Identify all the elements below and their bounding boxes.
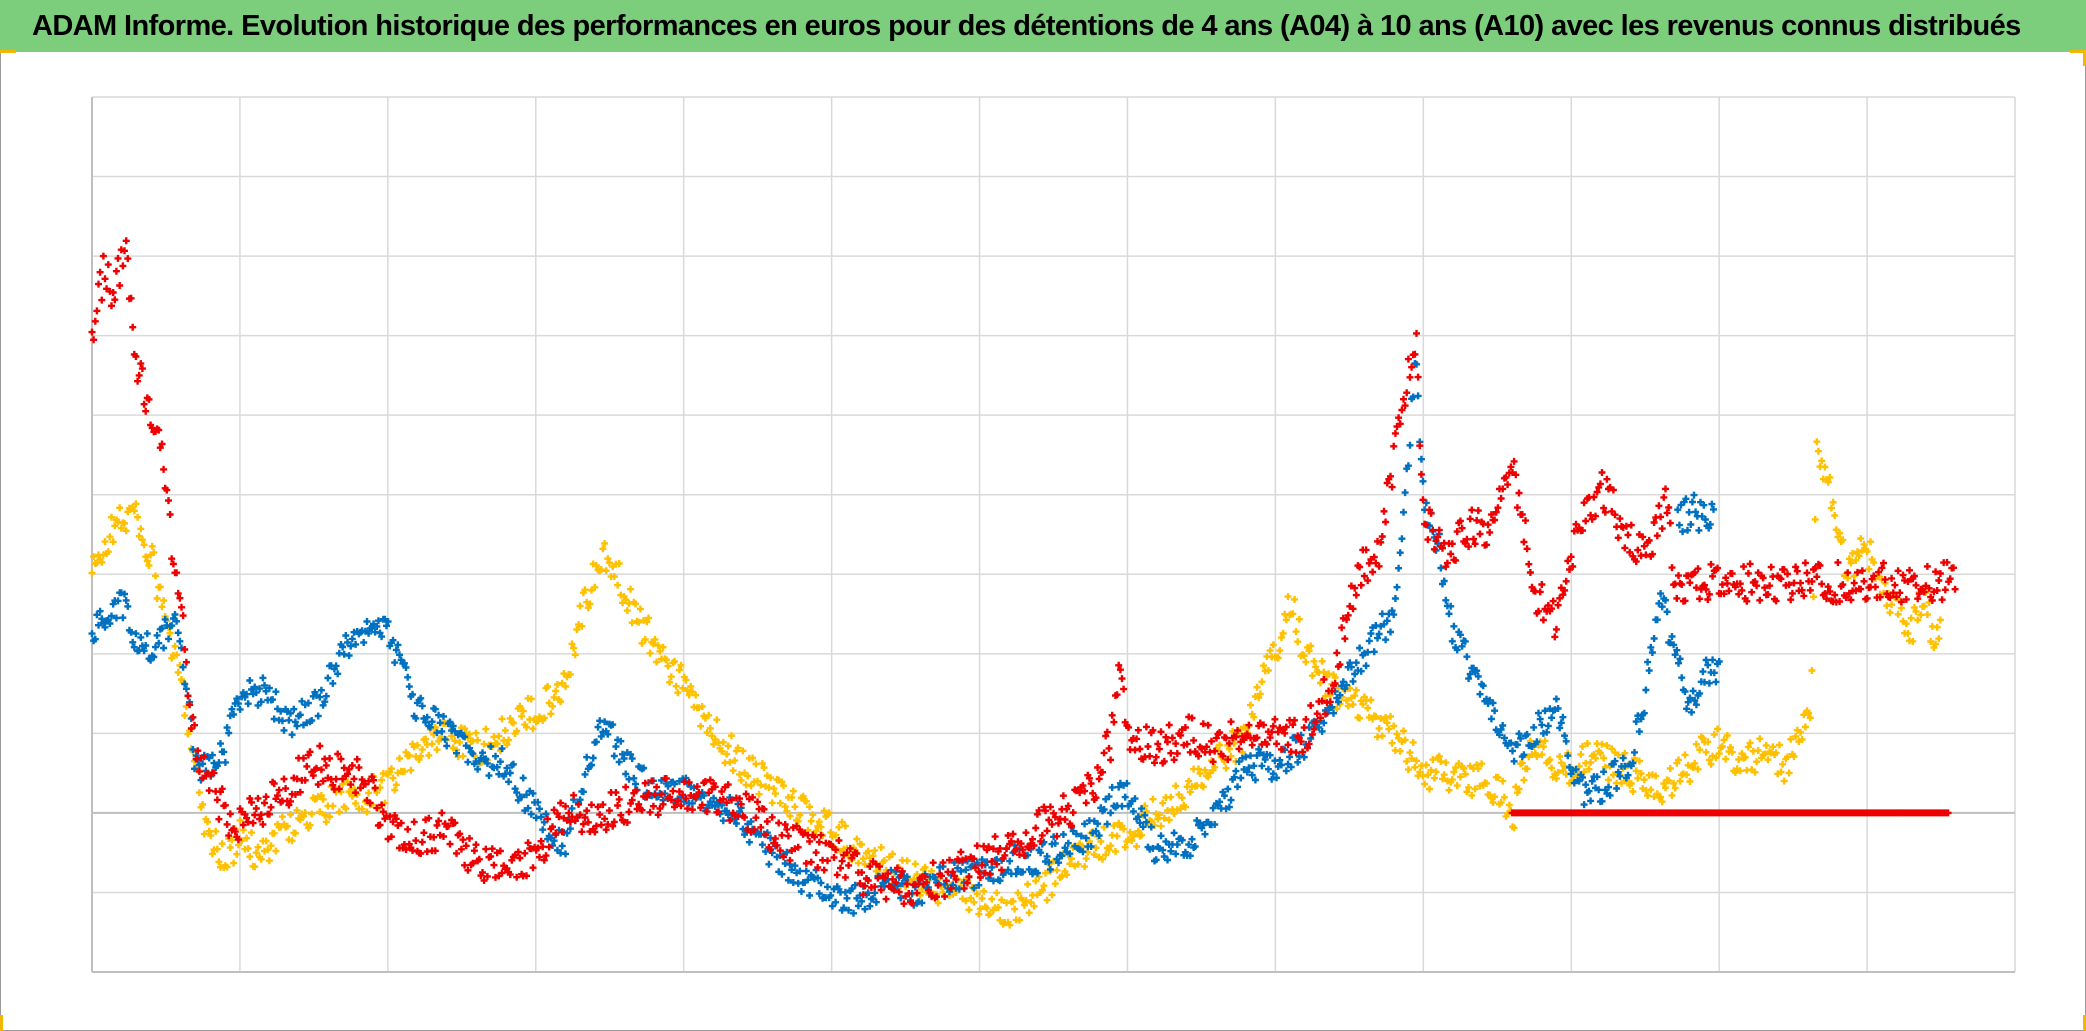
data-marker-group [88,589,290,784]
axes [91,97,2015,973]
data-marker-group [479,775,680,884]
corner-mark-top-right [2070,50,2086,53]
corner-mark-bottom-right [2083,1015,2086,1031]
series-red [88,237,1959,908]
data-marker-group [869,792,1071,908]
data-marker-group [283,742,485,880]
grid [91,96,2016,973]
data-marker-group [1455,457,1656,641]
data-marker-group [283,615,485,773]
data-marker-group [88,237,290,844]
data-marker-group [1260,593,1461,794]
data-marker-group [1508,809,1710,817]
data-marker-group [1064,745,1266,865]
data-marker-group [1064,661,1266,830]
data-marker-group [1845,558,1959,606]
data-marker-group [674,776,875,899]
series-blue-2 [1674,491,1717,536]
data-marker-group [1650,590,1723,716]
title-bar: ADAM Informe. Evolution historique des p… [0,0,2086,52]
corner-mark-bottom-left [0,1015,3,1031]
data-marker-group [1703,809,1905,817]
data-marker-group [1455,628,1656,809]
data-marker-group [1899,809,1952,817]
corner-mark-top-right-vertical [2083,50,2086,66]
data-marker-group [1650,485,1852,606]
data-marker-group [1455,737,1656,832]
data-marker-group [1674,491,1717,536]
chart-title: ADAM Informe. Evolution historique des p… [32,10,2021,42]
series-red-flat [1508,809,1952,817]
data-marker-group [1650,438,1852,806]
data-marker-group [88,500,290,871]
series-layer [88,237,1959,929]
corner-mark-top-left [0,50,16,53]
series-blue [88,360,1723,917]
data-marker-group [1260,329,1461,757]
